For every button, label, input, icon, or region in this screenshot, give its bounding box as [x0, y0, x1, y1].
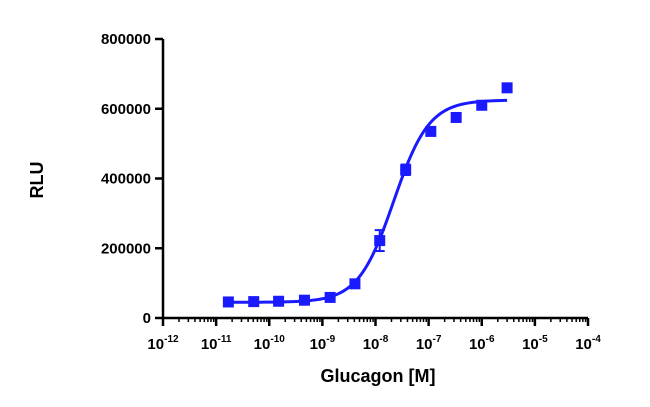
- y-tick-label: 0: [143, 310, 151, 327]
- data-point: [476, 99, 488, 111]
- data-point: [400, 164, 412, 176]
- axes: 0 200000 400000 600000 800000 10-12 10-11 10-10…: [101, 31, 601, 353]
- fit-curve: [228, 98, 508, 304]
- y-tick-label: 600000: [101, 101, 151, 118]
- data-points-group: [222, 82, 513, 308]
- data-point: [374, 235, 386, 247]
- x-tick-label: 10-8: [363, 334, 389, 353]
- data-point: [349, 278, 361, 290]
- x-tick-label: 10-10: [254, 334, 286, 353]
- fit-curve-group: [228, 98, 508, 304]
- x-tick-label: 10-9: [310, 334, 336, 353]
- y-tick-label: 200000: [101, 240, 151, 257]
- y-tick-label: 800000: [101, 31, 151, 48]
- y-axis-title: RLU: [27, 162, 47, 199]
- data-point: [273, 295, 285, 307]
- x-tick-label: 10-12: [147, 334, 179, 353]
- x-tick-label: 10-5: [522, 334, 548, 353]
- x-tick-label: 10-11: [201, 334, 232, 353]
- data-point: [222, 296, 234, 308]
- data-point: [324, 291, 336, 303]
- data-point: [501, 82, 513, 94]
- x-axis-title: Glucagon [M]: [321, 366, 436, 386]
- x-tick-label: 10-6: [469, 334, 495, 353]
- data-point: [248, 296, 260, 308]
- x-tick-label: 10-7: [416, 334, 442, 353]
- data-point: [450, 111, 462, 123]
- data-point: [298, 294, 310, 306]
- y-tick-label: 400000: [101, 171, 151, 188]
- data-point: [425, 125, 437, 137]
- x-tick-label: 10-4: [575, 334, 601, 353]
